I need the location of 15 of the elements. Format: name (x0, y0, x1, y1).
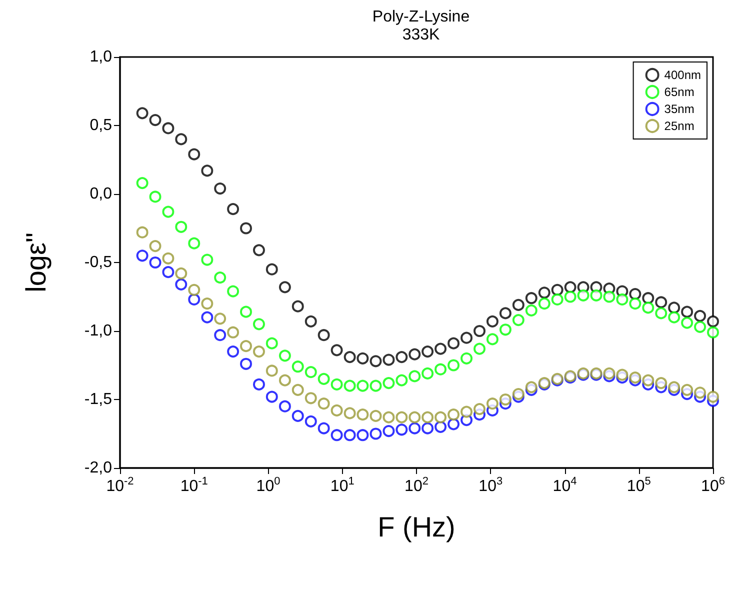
legend-label: 65nm (664, 85, 694, 99)
y-tick-label: -0,5 (84, 254, 112, 271)
y-tick-label: 0,0 (90, 186, 112, 202)
x-axis-title: F (Hz) (378, 512, 456, 542)
y-tick-label: -2,0 (84, 460, 112, 476)
chart-subtitle: 333K (402, 26, 440, 44)
y-tick-label: -1,0 (84, 322, 112, 340)
legend-label: 25nm (664, 119, 694, 133)
y-tick-label: 1,0 (90, 48, 112, 66)
y-tick-label: -1,5 (84, 391, 112, 408)
chart-title: Poly-Z-Lysine (372, 8, 470, 26)
y-tick-label: 0,5 (90, 117, 112, 134)
legend-label: 400nm (664, 68, 702, 82)
legend-label: 35nm (664, 102, 694, 116)
y-axis-title: logε" (20, 232, 52, 292)
